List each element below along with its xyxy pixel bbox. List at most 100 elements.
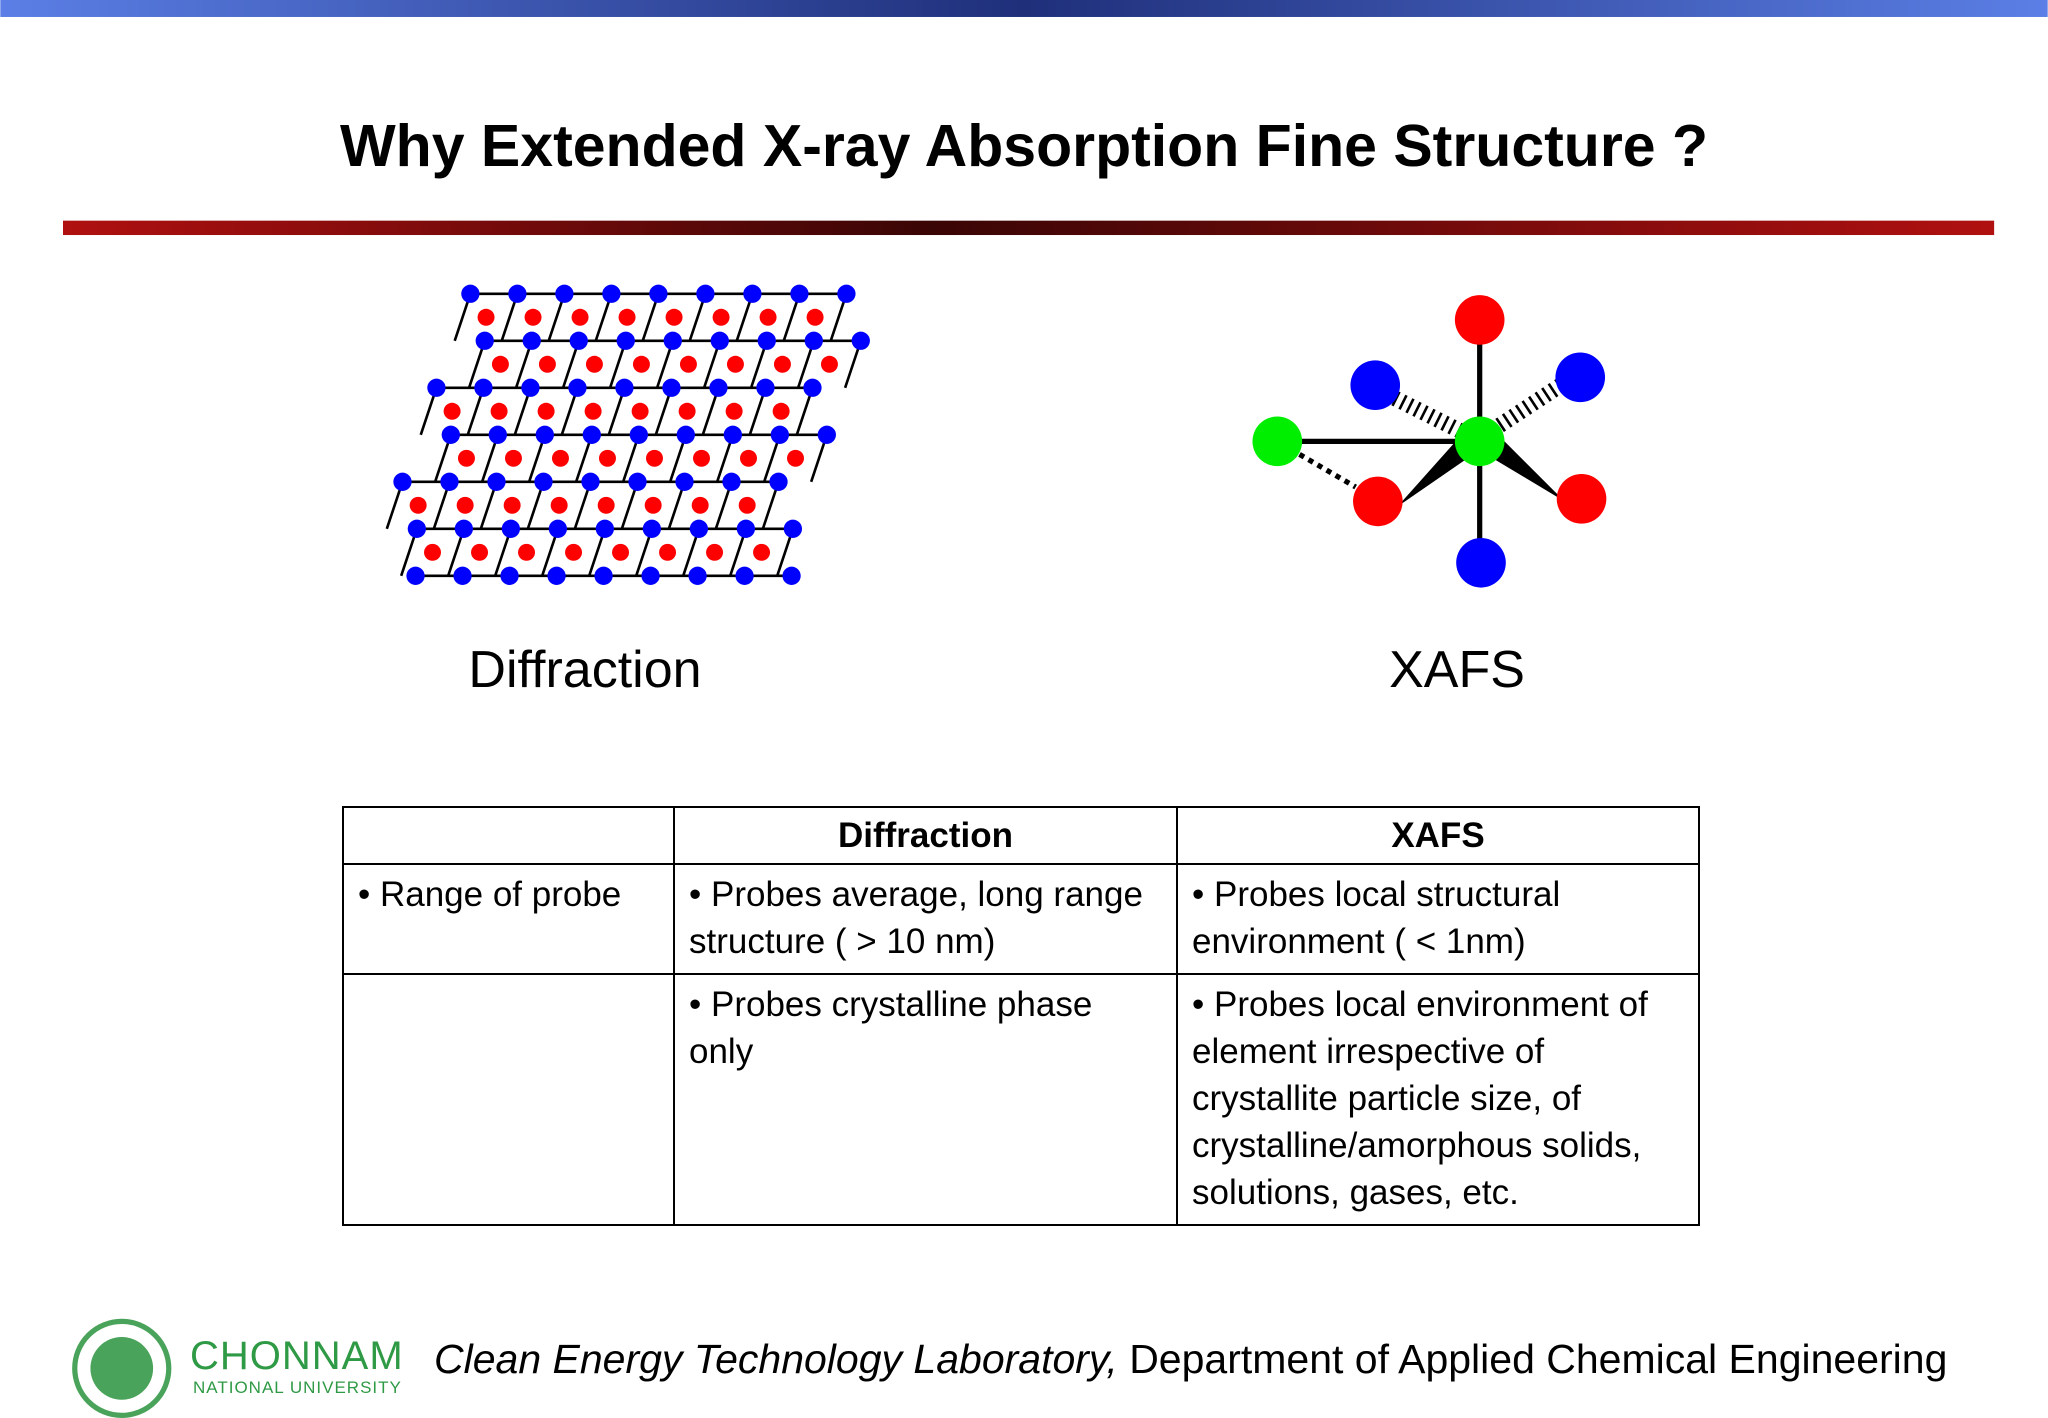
lattice-atom-blue — [488, 425, 507, 444]
lattice-atom-blue — [521, 378, 540, 397]
lattice-atom-red — [537, 402, 555, 420]
lattice-atom-blue — [595, 519, 615, 538]
lattice-atom-blue — [475, 331, 494, 350]
lattice-atom-red — [740, 449, 757, 467]
lattice-atom-red — [679, 355, 697, 373]
lattice-atom-blue — [696, 284, 715, 303]
figure-caption: XAFS — [1389, 641, 1525, 699]
lattice-atom-red — [471, 543, 489, 561]
lattice-atom-blue — [615, 378, 634, 397]
lattice-atom-blue — [407, 519, 426, 538]
lattice-atom-blue — [804, 331, 823, 350]
table-header-cell: XAFS — [1176, 806, 1700, 865]
lattice-atom-blue — [817, 425, 836, 444]
lattice-atom-red — [665, 308, 683, 326]
lattice-atom-red — [645, 449, 663, 467]
lattice-atom-blue — [440, 472, 459, 491]
wedge-bond — [1397, 433, 1474, 507]
lattice-atom-red — [409, 496, 427, 514]
lattice-atom-blue — [736, 519, 756, 538]
lab-name: Clean Energy Technology Laboratory, — [434, 1336, 1118, 1382]
lattice-atom-red — [726, 355, 744, 373]
lattice-atom-blue — [642, 519, 662, 538]
lattice-atom-blue — [709, 378, 728, 397]
lattice-atom-blue — [743, 284, 762, 303]
lattice-atom-red — [659, 543, 677, 561]
lattice-atom-red — [518, 543, 536, 561]
lattice-atom-red — [504, 449, 522, 467]
table-cell — [342, 973, 675, 1226]
lattice-atom-blue — [641, 566, 660, 585]
lattice-atom-blue — [837, 284, 856, 303]
atom — [1456, 537, 1506, 588]
department: Department of Applied Chemical Engineeri… — [1129, 1336, 1948, 1382]
lattice-atom-blue — [663, 331, 682, 350]
xafs-diagram — [1252, 295, 1607, 588]
atom — [1555, 352, 1606, 403]
lattice-atom-blue — [689, 519, 709, 538]
lattice-atom-blue — [688, 566, 707, 585]
lattice-atom-blue — [790, 284, 809, 303]
lattice-atom-red — [598, 449, 616, 467]
lattice-atom-red — [725, 402, 743, 420]
table-header-row: Diffraction XAFS — [342, 806, 1700, 865]
footer-text: Clean Energy Technology Laboratory, Depa… — [434, 1336, 1947, 1383]
lattice-atom-red — [477, 308, 495, 326]
lattice-diagram — [385, 284, 870, 585]
lattice-atom-blue — [769, 472, 788, 491]
lattice-atom-red — [806, 308, 824, 326]
lattice-atom-blue — [581, 472, 600, 491]
lattice-atom-red — [443, 402, 461, 420]
lattice-atom-blue — [501, 519, 520, 538]
lattice-atom-blue — [548, 519, 568, 538]
lattice-atom-red — [706, 543, 724, 561]
lattice-atom-blue — [582, 425, 601, 444]
atom — [1454, 416, 1505, 467]
lattice-atom-red — [490, 402, 508, 420]
atom — [1353, 476, 1403, 527]
university-logo — [72, 1318, 172, 1418]
lattice-atom-blue — [594, 566, 613, 585]
lattice-atom-red — [644, 496, 662, 514]
lattice-atom-blue — [427, 378, 446, 397]
lattice-atom-blue — [534, 472, 553, 491]
table-header-cell: Diffraction — [673, 806, 1178, 865]
comparison-table: Diffraction XAFS • Range of probe • Prob… — [342, 806, 1700, 1226]
lattice-atom-red — [565, 543, 583, 561]
table-cell: • Range of probe — [342, 863, 675, 975]
lattice-atom-red — [584, 402, 602, 420]
lattice-atom-blue — [616, 331, 635, 350]
top-bar — [0, 0, 2048, 17]
atom — [1556, 473, 1607, 524]
title-rule — [62, 220, 1995, 236]
dotted-bond — [1298, 452, 1357, 490]
lattice-atom-blue — [555, 284, 574, 303]
table-row: • Probes crystalline phase only • Probes… — [342, 973, 1700, 1226]
lattice-atom-red — [551, 449, 569, 467]
lattice-atom-red — [597, 496, 615, 514]
lattice-atom-blue — [569, 331, 588, 350]
lattice-atom-blue — [628, 472, 647, 491]
lattice-atom-red — [538, 355, 556, 373]
table-cell: • Probes average, long range structure (… — [673, 863, 1178, 975]
lattice-atom-blue — [783, 519, 803, 538]
lattice-atom-red — [612, 543, 630, 561]
lattice-atom-blue — [770, 425, 789, 444]
lattice-atom-red — [585, 355, 603, 373]
logo-name: CHONNAM — [190, 1334, 404, 1378]
table-cell: • Probes local environment of element ir… — [1176, 973, 1700, 1226]
lattice-atom-blue — [723, 425, 742, 444]
atom — [1350, 360, 1401, 410]
lattice-atom-red — [820, 355, 838, 373]
lattice-atom-blue — [474, 378, 493, 397]
table-corner — [342, 806, 675, 865]
atom — [1454, 295, 1505, 345]
lattice-atom-blue — [535, 425, 554, 444]
lattice-atom-red — [632, 355, 650, 373]
figure-caption: Diffraction — [468, 641, 702, 699]
lattice-atom-blue — [522, 331, 541, 350]
lattice-atom-red — [457, 449, 475, 467]
lattice-atom-red — [524, 308, 542, 326]
